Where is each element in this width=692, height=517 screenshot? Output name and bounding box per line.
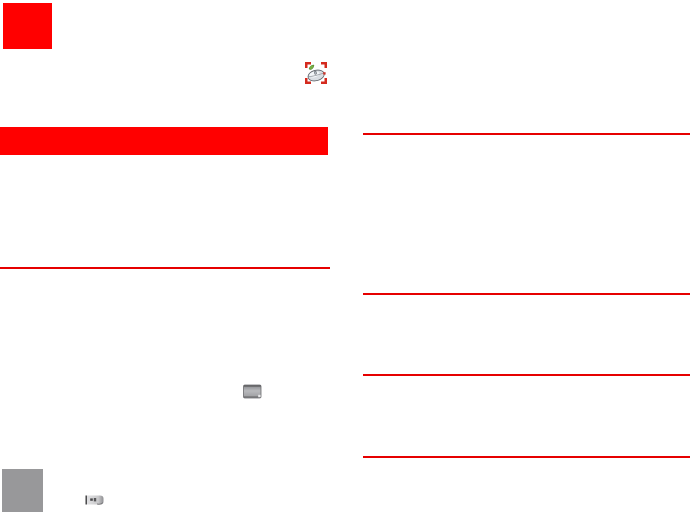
right-column-rule — [363, 133, 690, 135]
right-column-rule — [363, 293, 690, 295]
right-column-rule — [363, 374, 690, 376]
section-heading-bar — [0, 127, 328, 155]
page-number-box — [2, 469, 43, 512]
browser-mouse-icon — [305, 62, 327, 84]
softkey-button-icon — [85, 495, 104, 505]
chapter-tab — [3, 3, 52, 49]
left-column-rule — [0, 267, 330, 269]
right-column-rule — [363, 456, 690, 458]
navigation-key-icon — [243, 384, 262, 399]
